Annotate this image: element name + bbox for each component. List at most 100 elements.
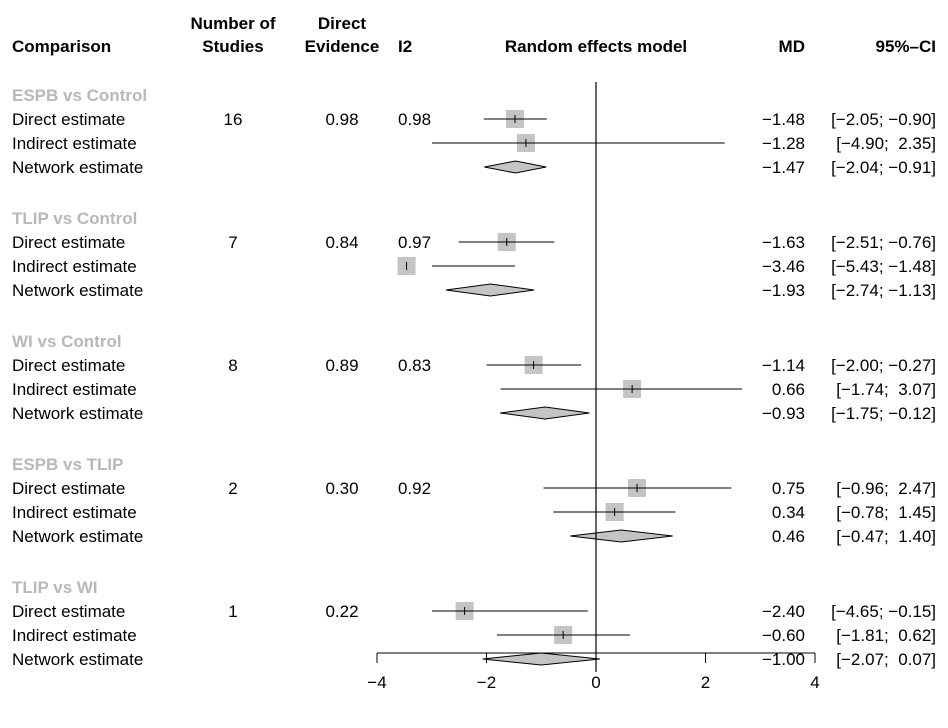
ci-value: [−0.96; 2.47] bbox=[836, 479, 936, 498]
row-label: Indirect estimate bbox=[12, 503, 137, 522]
md-value: 0.34 bbox=[772, 503, 805, 522]
group-title: WI vs Control bbox=[12, 332, 122, 351]
header-i2: I2 bbox=[398, 37, 412, 56]
row-label: Direct estimate bbox=[12, 356, 125, 375]
md-value: −2.40 bbox=[762, 602, 805, 621]
header-95-ci: 95%–CI bbox=[876, 37, 936, 56]
md-value: 0.66 bbox=[772, 380, 805, 399]
i2-value: 0.83 bbox=[398, 356, 431, 375]
direct-evidence-value: 0.30 bbox=[325, 479, 358, 498]
ci-value: [−1.75; −0.12] bbox=[831, 404, 936, 423]
header-direct-line1: Direct bbox=[318, 14, 367, 33]
row-label: Indirect estimate bbox=[12, 380, 137, 399]
comparison-group: WI vs Control Direct estimate 8 0.89 0.83 −1.… bbox=[12, 332, 936, 423]
md-value: −1.47 bbox=[762, 158, 805, 177]
x-tick-label: 0 bbox=[591, 673, 600, 692]
network-estimate-diamond bbox=[484, 160, 547, 174]
estimate-row: Indirect estimate −1.28 [−4.90; 2.35] bbox=[12, 134, 936, 153]
ci-value: [−2.74; −1.13] bbox=[831, 281, 936, 300]
estimate-row: Direct estimate 7 0.84 0.97 −1.63 [−2.51; −0.… bbox=[12, 233, 936, 252]
header-studies-line1: Number of bbox=[191, 14, 276, 33]
comparison-group: ESPB vs Control Direct estimate 16 0.98 0.98… bbox=[12, 86, 936, 177]
ci-value: [−2.05; −0.90] bbox=[831, 110, 936, 129]
header-studies-line2: Studies bbox=[202, 37, 263, 56]
group-title: TLIP vs Control bbox=[12, 209, 137, 228]
i2-value: 0.97 bbox=[398, 233, 431, 252]
ci-value: [−2.00; −0.27] bbox=[831, 356, 936, 375]
ci-value: [−2.07; 0.07] bbox=[836, 650, 936, 669]
ci-value: [−4.90; 2.35] bbox=[836, 134, 936, 153]
md-value: −0.93 bbox=[762, 404, 805, 423]
group-title: TLIP vs WI bbox=[12, 578, 98, 597]
row-label: Network estimate bbox=[12, 158, 143, 177]
row-label: Network estimate bbox=[12, 650, 143, 669]
estimate-row: Network estimate −1.00 [−2.07; 0.07] bbox=[12, 650, 936, 669]
header-direct-line2: Evidence bbox=[305, 37, 380, 56]
row-label: Network estimate bbox=[12, 281, 143, 300]
estimate-row: Direct estimate 1 0.22 −2.40 [−4.65; −0.15] bbox=[12, 602, 936, 621]
header-comparison: Comparison bbox=[12, 37, 111, 56]
x-tick-label: 2 bbox=[701, 673, 710, 692]
network-estimate-diamond bbox=[570, 529, 673, 543]
comparison-group: ESPB vs TLIP Direct estimate 2 0.30 0.92 0.75… bbox=[12, 455, 936, 546]
ci-value: [−0.47; 1.40] bbox=[836, 527, 936, 546]
ci-value: [−1.74; 3.07] bbox=[836, 380, 936, 399]
ci-value: [−4.65; −0.15] bbox=[831, 602, 936, 621]
x-tick-label: 4 bbox=[810, 673, 819, 692]
row-label: Direct estimate bbox=[12, 110, 125, 129]
ci-value: [−5.43; −1.48] bbox=[831, 257, 936, 276]
studies-count: 1 bbox=[228, 602, 237, 621]
estimate-row: Direct estimate 2 0.30 0.92 0.75 [−0.96; 2.47… bbox=[12, 479, 936, 498]
ci-value: [−2.51; −0.76] bbox=[831, 233, 936, 252]
x-tick-label: −2 bbox=[477, 673, 496, 692]
column-headers: Comparison Number of Studies Direct Evid… bbox=[12, 14, 936, 56]
md-value: −1.28 bbox=[762, 134, 805, 153]
comparison-group: TLIP vs WI Direct estimate 1 0.22 −2.40 [−4.6… bbox=[12, 578, 936, 669]
estimate-row: Network estimate −1.47 [−2.04; −0.91] bbox=[12, 158, 936, 177]
estimate-row: Network estimate 0.46 [−0.47; 1.40] bbox=[12, 527, 936, 546]
estimate-row: Indirect estimate 0.34 [−0.78; 1.45] bbox=[12, 503, 936, 522]
estimate-row: Direct estimate 16 0.98 0.98 −1.48 [−2.05; −0… bbox=[12, 110, 936, 129]
estimate-row: Direct estimate 8 0.89 0.83 −1.14 [−2.00; −0.… bbox=[12, 356, 936, 375]
studies-count: 2 bbox=[228, 479, 237, 498]
row-label: Indirect estimate bbox=[12, 134, 137, 153]
estimate-row: Indirect estimate −3.46 [−5.43; −1.48] bbox=[12, 257, 936, 276]
row-label: Direct estimate bbox=[12, 602, 125, 621]
network-estimate-diamond bbox=[482, 652, 600, 666]
ci-value: [−2.04; −0.91] bbox=[831, 158, 936, 177]
md-value: −1.14 bbox=[762, 356, 805, 375]
estimate-row: Indirect estimate 0.66 [−1.74; 3.07] bbox=[12, 380, 936, 399]
estimate-row: Indirect estimate −0.60 [−1.81; 0.62] bbox=[12, 626, 936, 645]
header-md: MD bbox=[779, 37, 805, 56]
md-value: −1.48 bbox=[762, 110, 805, 129]
row-label: Network estimate bbox=[12, 404, 143, 423]
direct-evidence-value: 0.22 bbox=[325, 602, 358, 621]
network-estimate-diamond bbox=[445, 283, 535, 297]
x-axis: −4 −2 0 2 4 bbox=[367, 652, 820, 692]
direct-evidence-value: 0.98 bbox=[325, 110, 358, 129]
row-label: Direct estimate bbox=[12, 233, 125, 252]
md-value: −1.93 bbox=[762, 281, 805, 300]
group-title: ESPB vs TLIP bbox=[12, 455, 123, 474]
network-estimate-diamond bbox=[500, 406, 590, 420]
direct-evidence-value: 0.84 bbox=[325, 233, 358, 252]
group-title: ESPB vs Control bbox=[12, 86, 147, 105]
row-label: Network estimate bbox=[12, 527, 143, 546]
row-label: Direct estimate bbox=[12, 479, 125, 498]
estimate-row: Network estimate −0.93 [−1.75; −0.12] bbox=[12, 404, 936, 423]
header-random-effects-model: Random effects model bbox=[505, 37, 687, 56]
md-value: −1.63 bbox=[762, 233, 805, 252]
md-value: −0.60 bbox=[762, 626, 805, 645]
md-value: 0.46 bbox=[772, 527, 805, 546]
row-label: Indirect estimate bbox=[12, 257, 137, 276]
studies-count: 16 bbox=[224, 110, 243, 129]
studies-count: 8 bbox=[228, 356, 237, 375]
i2-value: 0.92 bbox=[398, 479, 431, 498]
studies-count: 7 bbox=[228, 233, 237, 252]
ci-value: [−0.78; 1.45] bbox=[836, 503, 936, 522]
rows-layer: ESPB vs Control Direct estimate 16 0.98 0.98… bbox=[12, 82, 936, 672]
estimate-row: Network estimate −1.93 [−2.74; −1.13] bbox=[12, 281, 936, 300]
md-value: 0.75 bbox=[772, 479, 805, 498]
direct-evidence-value: 0.89 bbox=[325, 356, 358, 375]
